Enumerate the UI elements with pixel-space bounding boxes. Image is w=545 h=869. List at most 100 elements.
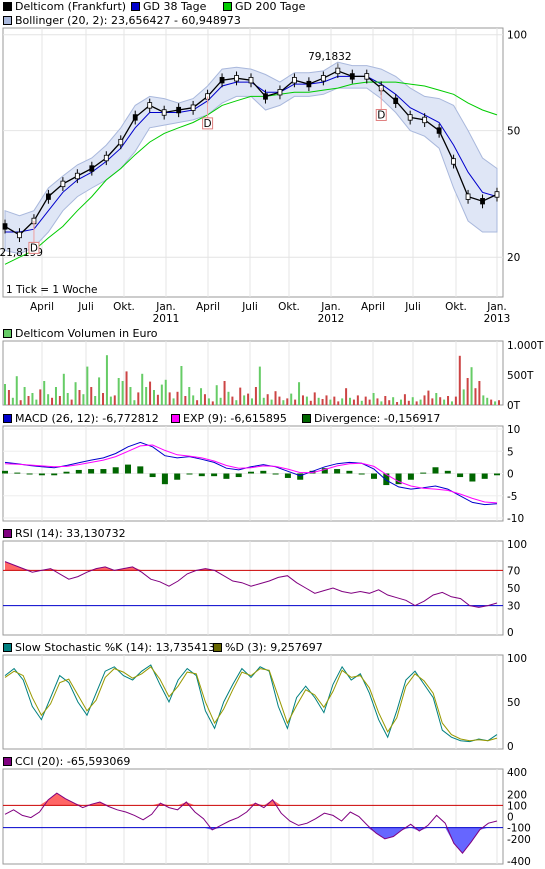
legend-item-gd200: GD 200 Tage — [223, 0, 305, 14]
macd-y-tick-label: 5 — [507, 446, 514, 458]
volume-bar — [62, 373, 65, 405]
volume-bar — [262, 397, 265, 405]
volume-bar — [235, 400, 238, 405]
volume-y-tick-label: 500T — [507, 370, 534, 382]
volume-bar — [360, 400, 363, 405]
price-candle-body — [263, 93, 268, 100]
volume-bar — [333, 396, 336, 405]
macd-divergence-bar — [51, 473, 58, 476]
volume-bar — [4, 384, 6, 405]
volume-bar — [454, 396, 457, 405]
price-y-tick-label: 100 — [507, 30, 527, 42]
legend-label-exp: EXP (9): -6,615895 — [183, 412, 287, 425]
macd-y-tick-label: 0 — [507, 469, 514, 481]
macd-divergence-bar — [297, 473, 304, 480]
volume-bar — [243, 395, 246, 405]
cci-panel-frame — [2, 768, 504, 865]
legend-label-divergence: Divergence: -0,156917 — [314, 412, 441, 425]
volume-bar — [321, 399, 324, 405]
volume-bar — [254, 387, 257, 405]
volume-bar — [102, 393, 105, 405]
volume-bar — [43, 381, 46, 405]
volume-bar — [474, 388, 477, 405]
rsi-legend: RSI (14): 33,130732 — [0, 527, 545, 541]
volume-bar — [498, 400, 500, 405]
volume-bar — [86, 366, 89, 405]
volume-bar — [70, 399, 73, 405]
macd-divergence-bar — [346, 470, 353, 474]
volume-bar — [478, 381, 481, 405]
x-month-label: Jan. — [155, 301, 176, 313]
volume-bar — [168, 392, 171, 405]
volume-bar — [309, 400, 312, 405]
legend-item-macd: MACD (26, 12): -6,772812 — [3, 412, 159, 426]
volume-bar — [58, 396, 61, 405]
volume-bar — [51, 397, 54, 405]
price-y-tick-label: 50 — [507, 126, 520, 138]
macd-divergence-bar — [334, 469, 341, 474]
cci-y-tick-label: -100 — [507, 823, 531, 835]
price-candle-body — [147, 102, 153, 109]
volume-bar — [270, 399, 273, 405]
volume-bar — [152, 390, 155, 405]
x-year-label: 2013 — [484, 313, 511, 325]
volume-bar — [470, 367, 473, 405]
cci-y-tick-label: 0 — [507, 812, 514, 824]
legend-item-rsi: RSI (14): 33,130732 — [3, 527, 126, 541]
price-candle-body — [17, 231, 22, 239]
legend-swatch-divergence — [302, 414, 311, 423]
x-month-label: Juli — [404, 301, 421, 313]
volume-bar — [247, 393, 250, 405]
macd-divergence-bar — [494, 473, 500, 476]
price-candle-body — [103, 154, 109, 162]
bollinger-band — [4, 61, 498, 255]
legend-swatch-stoch-d — [213, 643, 222, 652]
cci-y-tick-label: -400 — [507, 856, 531, 868]
volume-bar — [278, 396, 281, 405]
volume-bar — [450, 401, 453, 405]
price-candle-body — [465, 193, 471, 200]
macd-divergence-bar — [235, 473, 242, 478]
volume-bar — [164, 379, 167, 405]
macd-divergence-bar — [407, 473, 414, 480]
volume-bar — [349, 397, 352, 405]
macd-divergence-bar — [358, 473, 365, 475]
price-candle-body — [335, 67, 341, 75]
macd-divergence-bar — [481, 473, 488, 479]
volume-bar — [117, 378, 120, 405]
legend-swatch-rsi — [3, 529, 12, 538]
volume-bar — [19, 400, 22, 405]
legend-label-volume: Delticom Volumen in Euro — [15, 327, 158, 340]
volume-bar — [399, 399, 402, 405]
price-candle-body — [364, 73, 370, 80]
macd-divergence-bar — [420, 472, 427, 474]
volume-bar — [403, 394, 406, 405]
cci-y-tick-label: 400 — [507, 767, 527, 779]
price-high-label: 79,1832 — [308, 51, 351, 63]
volume-bar — [462, 389, 465, 405]
price-panel-frame — [2, 27, 504, 298]
price-candle-body — [277, 89, 283, 96]
volume-bar — [74, 382, 77, 405]
macd-divergence-bar — [321, 468, 328, 474]
dividend-label: D — [30, 242, 38, 254]
price-candle-body — [393, 97, 399, 105]
legend-swatch-gd200 — [223, 2, 232, 11]
volume-bar — [145, 387, 148, 405]
macd-divergence-bar — [469, 473, 476, 482]
volume-bar — [466, 378, 469, 405]
volume-bar — [184, 396, 187, 405]
x-month-label: Okt. — [113, 301, 135, 313]
legend-label-cci: CCI (20): -65,593069 — [15, 755, 131, 768]
volume-bar — [211, 401, 214, 405]
macd-divergence-bar — [38, 473, 45, 476]
macd-divergence-bar — [198, 473, 205, 477]
volume-bar — [341, 398, 344, 405]
macd-divergence-bar — [371, 473, 377, 479]
volume-bar — [160, 384, 163, 405]
volume-bar — [372, 393, 375, 405]
macd-divergence-bar — [223, 473, 230, 479]
price-candle-body — [349, 73, 355, 80]
price-candle-body — [219, 77, 225, 84]
macd-y-tick-label: -10 — [507, 513, 524, 525]
